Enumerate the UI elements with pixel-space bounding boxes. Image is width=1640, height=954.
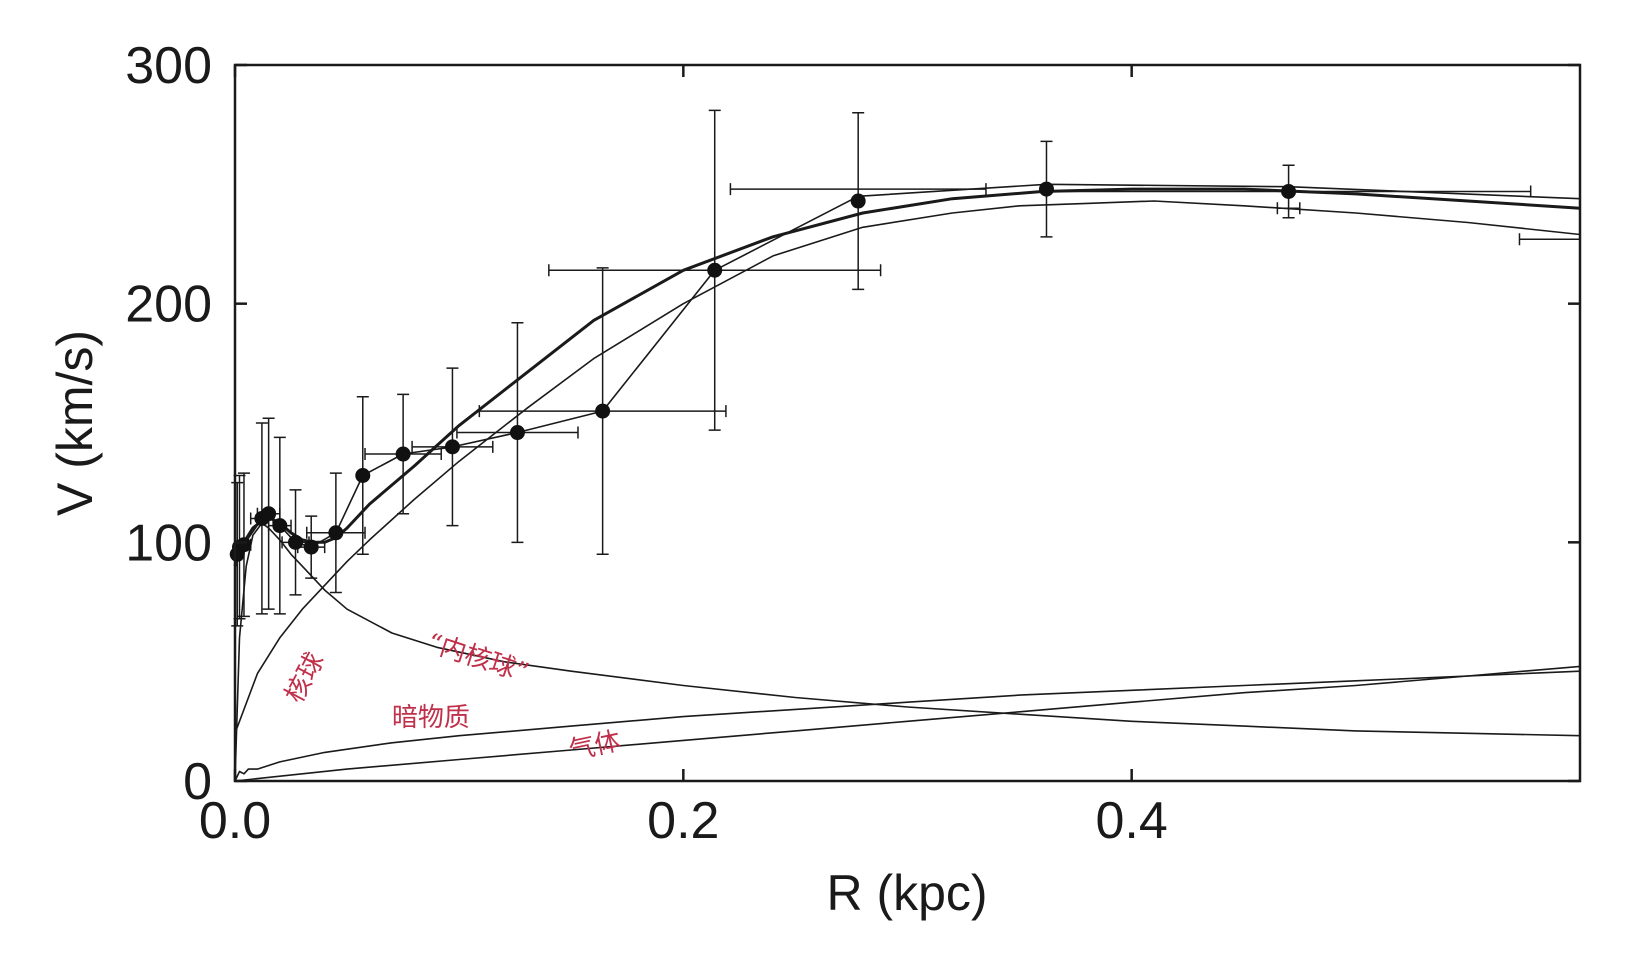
axis-ticks: 0.0 0.2 0.4 0 100 200 300 xyxy=(125,37,1580,850)
plot-frame xyxy=(233,63,1582,783)
series-line-3 xyxy=(236,183,1581,555)
x-axis-title: R (kpc) xyxy=(826,865,987,921)
data-point-17 xyxy=(1038,181,1054,197)
data-point-13 xyxy=(509,425,525,441)
series-line-1 xyxy=(233,187,1581,567)
series-line-6 xyxy=(234,665,1581,782)
data-point-16 xyxy=(850,193,866,209)
data-point-9 xyxy=(328,525,344,541)
data-point-8 xyxy=(303,539,319,555)
extra-xerr-3 xyxy=(1276,202,1301,215)
x-tick-label-0: 0.0 xyxy=(199,792,271,850)
extra-xerr-4 xyxy=(1518,233,1581,246)
annotation-3: 暗物质 xyxy=(392,703,470,733)
x-tick-label-1: 0.2 xyxy=(647,792,719,850)
y-axis-title: V (km/s) xyxy=(47,330,103,516)
data-point-7 xyxy=(288,534,304,550)
y-tick-label-3: 300 xyxy=(125,37,212,95)
y-tick-label-0: 0 xyxy=(183,753,212,811)
annotation-2: “内核球” xyxy=(423,628,532,689)
data-point-18 xyxy=(1281,183,1297,199)
error-bars xyxy=(231,109,1581,627)
model-curves xyxy=(233,183,1581,782)
data-point-14 xyxy=(595,403,611,419)
data-point-12 xyxy=(444,439,460,455)
x-tick-label-2: 0.4 xyxy=(1096,792,1168,850)
annotation-4: 气体 xyxy=(566,726,623,766)
data-point-6 xyxy=(272,518,288,534)
observed-points xyxy=(229,181,1297,562)
series-line-5 xyxy=(234,670,1581,782)
extra-xerr-1 xyxy=(729,183,987,196)
data-point-11 xyxy=(395,446,411,462)
data-point-15 xyxy=(707,262,723,278)
annotation-1: 核球 xyxy=(280,648,331,708)
y-tick-label-1: 100 xyxy=(125,514,212,572)
data-point-10 xyxy=(355,468,371,484)
series-line-2 xyxy=(234,200,1581,734)
data-point-5 xyxy=(261,506,277,522)
y-tick-label-2: 200 xyxy=(125,276,212,334)
data-point-3 xyxy=(236,537,252,553)
